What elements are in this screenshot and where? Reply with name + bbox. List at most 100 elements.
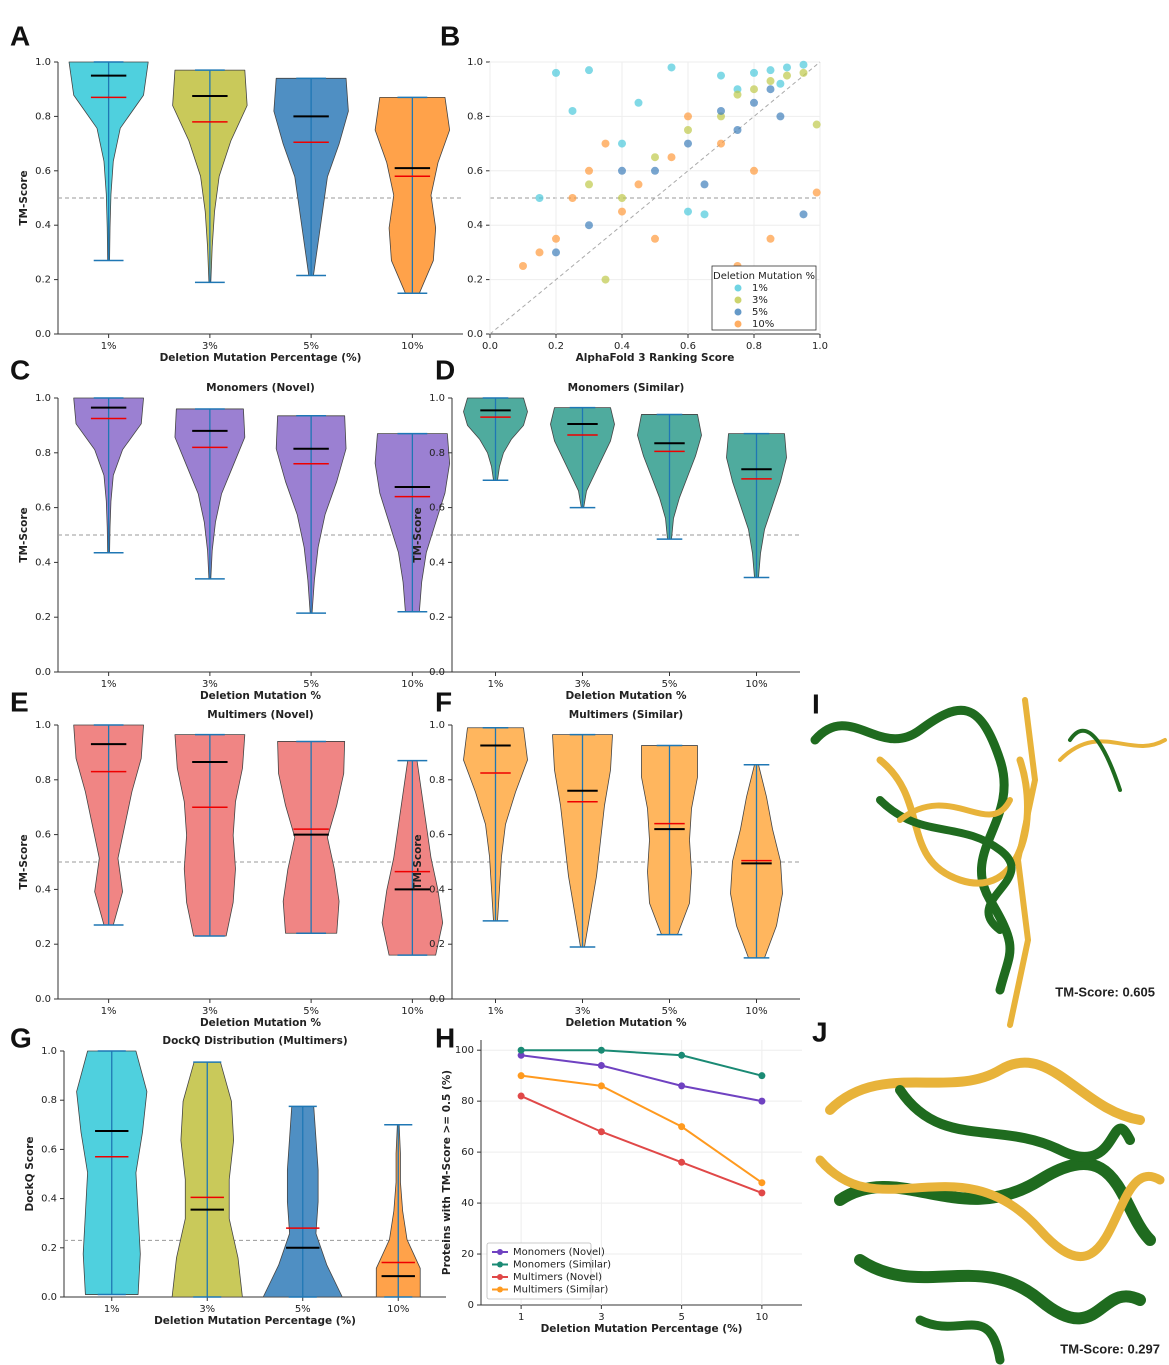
y-axis-label: TM-Score [18, 170, 30, 225]
y-tick-label: 0.2 [467, 275, 483, 286]
y-axis-label: DockQ Score [24, 1136, 36, 1211]
y-axis-label: Proteins with TM-Score >= 0.5 (%) [441, 1070, 453, 1275]
y-tick-label: 1.0 [429, 720, 445, 731]
x-axis-label: Deletion Mutation % [565, 690, 687, 702]
legend-marker [735, 309, 742, 316]
line-marker [518, 1047, 525, 1054]
scatter-point [750, 69, 758, 77]
panel-letter: H [435, 1022, 455, 1053]
x-tick-label: 5 [678, 1312, 684, 1323]
legend-marker [497, 1274, 503, 1280]
panel-letter: I [812, 688, 820, 719]
x-tick-label: 1% [101, 679, 117, 690]
scatter-point [750, 99, 758, 107]
x-tick-label: 5% [662, 679, 678, 690]
x-tick-label: 10% [745, 1006, 767, 1017]
y-tick-label: 1.0 [41, 1046, 57, 1057]
scatter-point [536, 194, 544, 202]
x-tick-label: 3% [575, 679, 591, 690]
y-tick-label: 0.2 [35, 612, 51, 623]
scatter-point [684, 112, 692, 120]
legend-marker [735, 297, 742, 304]
y-tick-label: 40 [461, 1198, 474, 1209]
x-tick-label: 5% [303, 679, 319, 690]
y-axis-label: TM-Score [18, 507, 30, 562]
image-caption: TM-Score: 0.297 [1060, 1341, 1160, 1356]
y-tick-label: 0.0 [467, 329, 483, 340]
scatter-point [750, 167, 758, 175]
y-tick-label: 0.4 [35, 884, 51, 895]
scatter-point [569, 194, 577, 202]
scatter-point [552, 235, 560, 243]
panel-letter: J [812, 1016, 828, 1047]
x-axis-label: Deletion Mutation % [565, 1017, 687, 1029]
y-axis-label: TM-Score [412, 834, 424, 889]
scatter-point [750, 85, 758, 93]
panel-letter: E [10, 686, 29, 717]
panel-letter: F [435, 686, 452, 717]
legend-label: 5% [752, 307, 768, 318]
legend-label: 1% [752, 283, 768, 294]
line-marker [518, 1093, 525, 1100]
scatter-point [569, 107, 577, 115]
scatter-point [618, 208, 626, 216]
legend-marker [735, 285, 742, 292]
legend-label: Monomers (Novel) [513, 1247, 605, 1258]
scatter-point [585, 66, 593, 74]
line-marker [518, 1072, 525, 1079]
scatter-point [635, 180, 643, 188]
protein-image-i [815, 700, 1165, 1025]
y-tick-label: 0.2 [429, 612, 445, 623]
x-tick-label: 1% [101, 341, 117, 352]
scatter-point [684, 208, 692, 216]
x-tick-label: 10% [401, 1006, 423, 1017]
line-marker [758, 1179, 765, 1186]
x-axis-label: Deletion Mutation Percentage (%) [160, 352, 362, 364]
x-tick-label: 5% [303, 1006, 319, 1017]
chart-title: Monomers (Similar) [568, 382, 685, 394]
figure: I TM-Score: 0.605 J TM-Score: 0.297 ADel… [0, 0, 1169, 1365]
legend-label: Multimers (Similar) [513, 1285, 608, 1296]
x-tick-label: 3% [202, 679, 218, 690]
scatter-point [783, 63, 791, 71]
y-tick-label: 0.4 [35, 557, 51, 568]
line-marker [678, 1123, 685, 1130]
y-tick-label: 0.4 [429, 557, 445, 568]
scatter-point [776, 80, 784, 88]
line-marker [758, 1098, 765, 1105]
y-tick-label: 0.2 [429, 939, 445, 950]
x-tick-label: 10% [387, 1304, 409, 1315]
line-marker [598, 1062, 605, 1069]
y-tick-label: 0.2 [41, 1243, 57, 1254]
y-tick-label: 0.2 [35, 939, 51, 950]
scatter-point [800, 210, 808, 218]
legend-label: 3% [752, 295, 768, 306]
scatter-point [618, 167, 626, 175]
y-tick-label: 0.6 [41, 1144, 57, 1155]
scatter-point [717, 140, 725, 148]
scatter-point [536, 248, 544, 256]
image-caption: TM-Score: 0.605 [1055, 984, 1155, 999]
x-tick-label: 0.6 [680, 341, 696, 352]
line-marker [598, 1047, 605, 1054]
line [521, 1055, 762, 1101]
legend-label: 10% [752, 319, 774, 330]
scatter-point [618, 194, 626, 202]
x-tick-label: 10% [401, 679, 423, 690]
y-tick-label: 0.8 [467, 111, 483, 122]
y-tick-label: 0.8 [41, 1095, 57, 1106]
panel-letter: B [440, 20, 460, 51]
y-tick-label: 1.0 [467, 57, 483, 68]
scatter-point [585, 180, 593, 188]
x-tick-label: 5% [295, 1304, 311, 1315]
x-tick-label: 5% [303, 341, 319, 352]
scatter-point [684, 126, 692, 134]
panel-letter: D [435, 354, 455, 385]
y-tick-label: 0.8 [429, 448, 445, 459]
y-tick-label: 80 [461, 1096, 474, 1107]
line-marker [758, 1072, 765, 1079]
scatter-point [668, 153, 676, 161]
scatter-point [767, 85, 775, 93]
scatter-point [552, 248, 560, 256]
scatter-point [717, 107, 725, 115]
